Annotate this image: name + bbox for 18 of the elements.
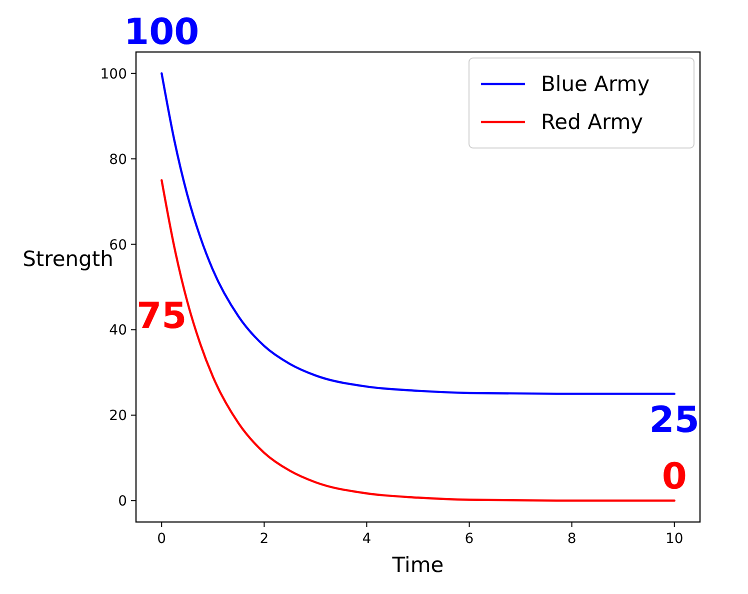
x-tick-label: 6 [464,531,474,547]
y-tick-label: 40 [109,322,127,339]
legend-label: Blue Army [541,72,650,96]
x-tick-label: 4 [362,531,372,547]
x-tick-label: 10 [665,531,684,547]
y-tick-label: 100 [100,66,127,82]
y-tick-label: 60 [109,237,127,254]
y-tick-label: 80 [109,152,127,168]
x-tick-label: 2 [260,531,269,547]
annotation: 75 [136,296,187,338]
y-tick-label: 0 [118,494,127,510]
x-axis-title: Time [391,553,444,577]
y-tick-label: 20 [109,408,127,424]
x-tick-label: 0 [157,531,166,547]
legend-label: Red Army [541,110,644,134]
x-tick-label: 8 [567,531,576,547]
annotation: 0 [662,456,687,498]
annotation: 25 [649,400,700,441]
